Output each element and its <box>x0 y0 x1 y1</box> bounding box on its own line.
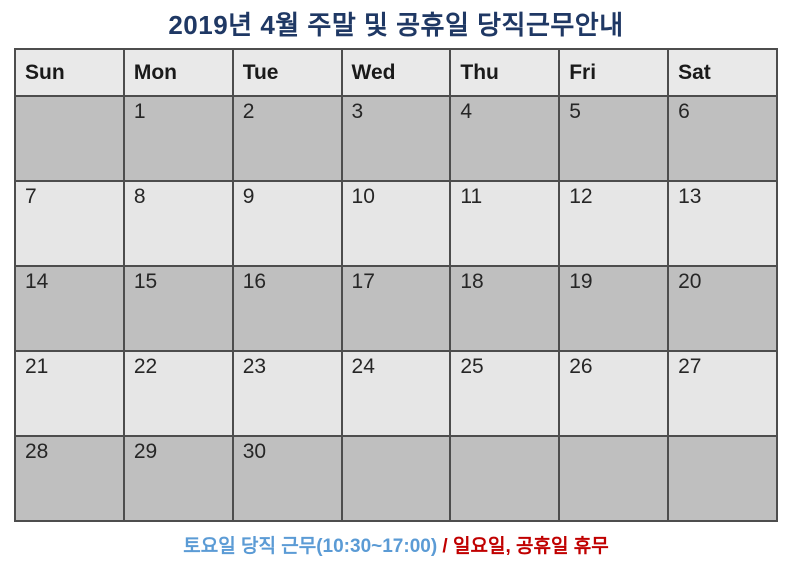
day-cell: 8 <box>122 180 234 267</box>
day-cell: 11 <box>449 180 561 267</box>
day-cell: 18 <box>449 265 561 352</box>
day-header-wed: Wed <box>340 48 452 97</box>
day-header-row: Sun Mon Tue Wed Thu Fri Sat <box>14 48 778 97</box>
day-cell: 28 <box>14 435 125 522</box>
page-title: 2019년 4월 주말 및 공휴일 당직근무안내 <box>168 10 624 40</box>
day-cell: 21 <box>14 350 125 437</box>
day-cell <box>667 435 778 522</box>
week-row-5: 28 29 30 <box>14 435 778 522</box>
day-cell: 22 <box>122 350 234 437</box>
day-cell <box>14 95 125 182</box>
day-header-mon: Mon <box>122 48 234 97</box>
day-cell: 29 <box>122 435 234 522</box>
day-cell: 9 <box>231 180 343 267</box>
day-cell: 1 <box>122 95 234 182</box>
day-header-thu: Thu <box>449 48 561 97</box>
day-cell: 5 <box>558 95 670 182</box>
day-cell: 23 <box>231 350 343 437</box>
day-cell: 17 <box>340 265 452 352</box>
duty-hours-note: 토요일 당직 근무(10:30~17:00) / 일요일, 공휴일 휴무 <box>0 531 792 558</box>
day-header-sun: Sun <box>14 48 125 97</box>
day-cell <box>449 435 561 522</box>
calendar-table: Sun Mon Tue Wed Thu Fri Sat 1 2 3 4 5 6 … <box>14 48 778 522</box>
day-cell <box>340 435 452 522</box>
saturday-duty-note: 토요일 당직 근무(10:30~17:00) <box>183 536 438 557</box>
day-cell: 24 <box>340 350 452 437</box>
day-cell: 2 <box>231 95 343 182</box>
week-row-4: 21 22 23 24 25 26 27 <box>14 350 778 437</box>
week-row-1: 1 2 3 4 5 6 <box>14 95 778 182</box>
day-cell: 30 <box>231 435 343 522</box>
week-row-2: 7 8 9 10 11 12 13 <box>14 180 778 267</box>
day-cell: 3 <box>340 95 452 182</box>
day-header-fri: Fri <box>558 48 670 97</box>
day-cell: 7 <box>14 180 125 267</box>
day-cell: 27 <box>667 350 778 437</box>
day-cell: 13 <box>667 180 778 267</box>
day-cell <box>558 435 670 522</box>
day-cell: 25 <box>449 350 561 437</box>
day-cell: 10 <box>340 180 452 267</box>
day-cell: 12 <box>558 180 670 267</box>
day-cell: 20 <box>667 265 778 352</box>
day-cell: 26 <box>558 350 670 437</box>
day-header-sat: Sat <box>667 48 778 97</box>
note-separator: / <box>437 536 453 557</box>
day-cell: 15 <box>122 265 234 352</box>
day-cell: 14 <box>14 265 125 352</box>
day-cell: 6 <box>667 95 778 182</box>
day-header-tue: Tue <box>231 48 343 97</box>
week-row-3: 14 15 16 17 18 19 20 <box>14 265 778 352</box>
day-cell: 19 <box>558 265 670 352</box>
holiday-off-note: 일요일, 공휴일 휴무 <box>453 536 609 557</box>
day-cell: 4 <box>449 95 561 182</box>
day-cell: 16 <box>231 265 343 352</box>
